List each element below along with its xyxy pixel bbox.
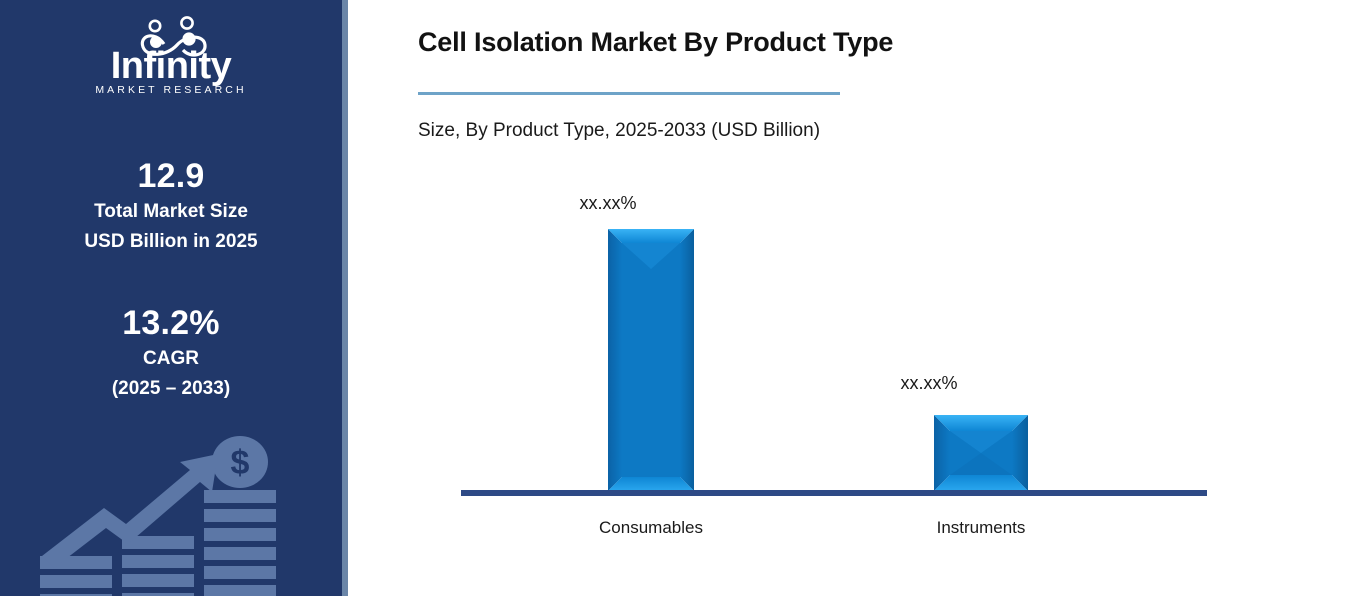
title-divider bbox=[418, 92, 840, 95]
category-label-consumables: Consumables bbox=[599, 518, 703, 537]
growth-chart-illustration: $ bbox=[40, 436, 276, 596]
logo-tagline: MARKET RESEARCH bbox=[95, 84, 246, 96]
stat-label-line-1: Total Market Size bbox=[94, 201, 248, 222]
x-axis-line bbox=[461, 490, 1207, 496]
bar-chart: xx.xx% bbox=[348, 0, 1355, 596]
bar-value-label-instruments: xx.xx% bbox=[900, 373, 958, 393]
bar-instruments[interactable] bbox=[934, 415, 1028, 491]
page-title: Cell Isolation Market By Product Type bbox=[418, 27, 894, 57]
chart-panel: Cell Isolation Market By Product Type Si… bbox=[348, 0, 1355, 596]
stat-value: 12.9 bbox=[137, 157, 205, 195]
infinity-logo-icon: Infinity MARKET RESEARCH bbox=[95, 16, 246, 96]
brand-logo: Infinity MARKET RESEARCH bbox=[0, 14, 342, 98]
stat-label-line-2: USD Billion in 2025 bbox=[84, 231, 258, 252]
sidebar-accent-edge bbox=[342, 0, 348, 596]
stat-total-market-size: 12.9 Total Market Size USD Billion in 20… bbox=[0, 155, 342, 257]
category-label-instruments: Instruments bbox=[936, 518, 1026, 537]
stat-label-line-2: (2025 – 2033) bbox=[111, 378, 231, 399]
trend-arrow-icon bbox=[42, 454, 218, 568]
stat-cagr: 13.2% CAGR (2025 – 2033) bbox=[0, 302, 342, 404]
stat-label-line-1: CAGR bbox=[143, 348, 199, 369]
stat-value: 13.2% bbox=[122, 304, 220, 342]
bar-consumables[interactable] bbox=[608, 229, 694, 491]
sidebar: Infinity MARKET RESEARCH 12.9 Total Mark… bbox=[0, 0, 342, 596]
bar-value-label-consumables: xx.xx% bbox=[579, 193, 637, 213]
dollar-icon: $ bbox=[231, 444, 250, 482]
chart-subtitle: Size, By Product Type, 2025-2033 (USD Bi… bbox=[418, 120, 821, 141]
logo-wordmark: Infinity bbox=[111, 45, 232, 87]
